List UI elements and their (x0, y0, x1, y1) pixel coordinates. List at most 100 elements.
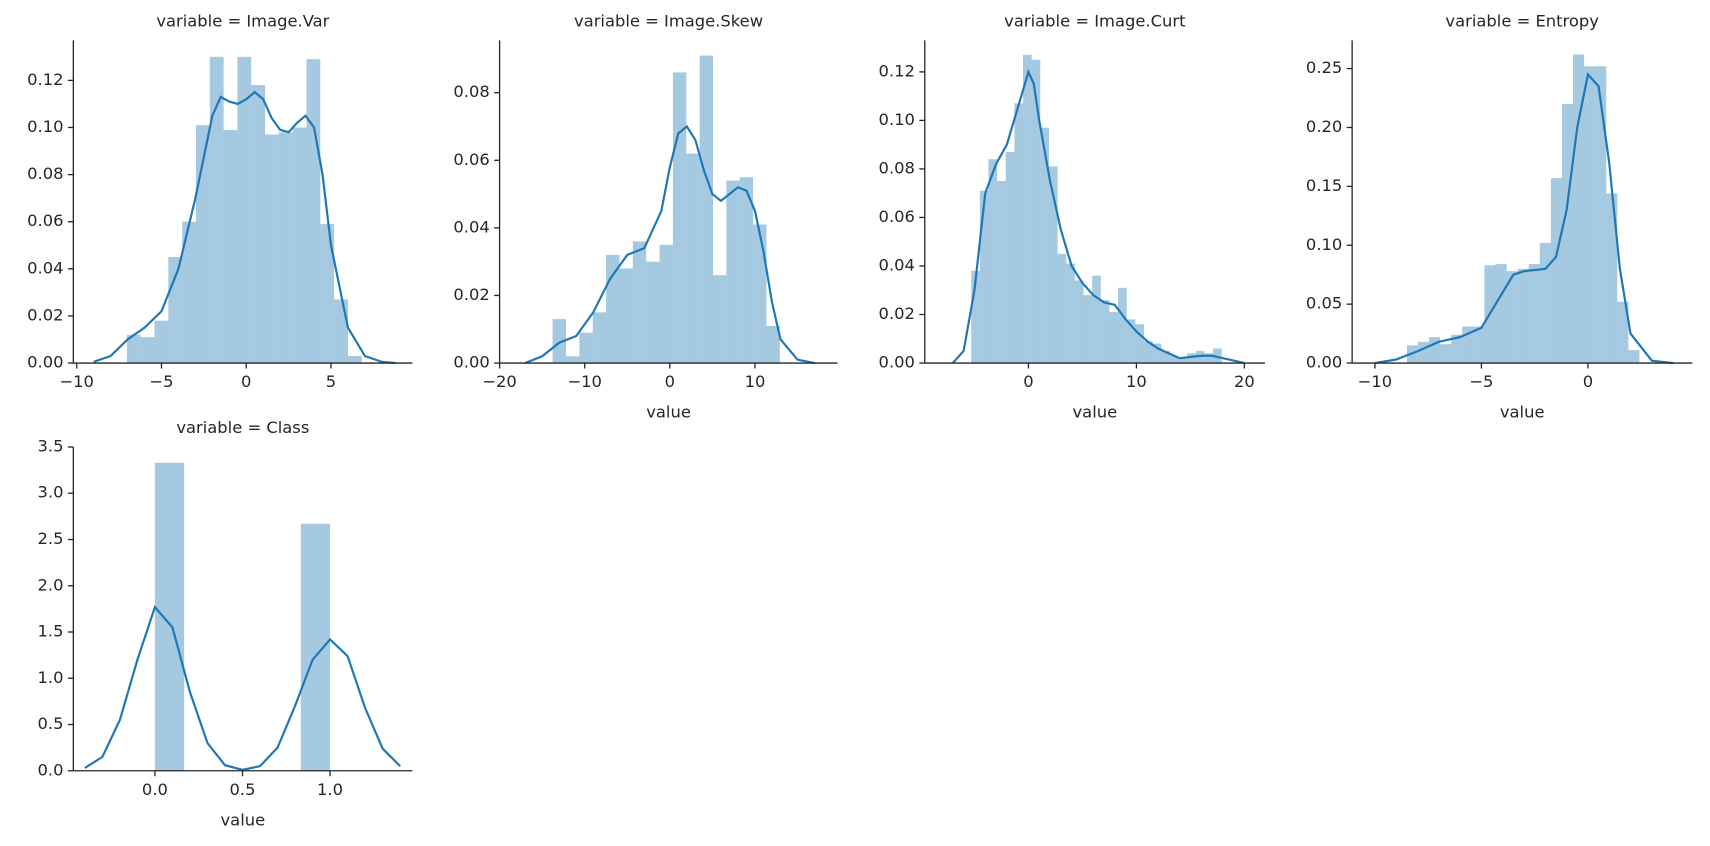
y-tick-label: 0.20 (1306, 117, 1342, 136)
histogram-bar (579, 332, 593, 364)
histogram-bar (1473, 326, 1485, 364)
y-tick-label: 0.12 (27, 70, 63, 89)
y-tick-label: 0.00 (453, 353, 489, 372)
histogram-bar (1550, 178, 1562, 364)
y-tick-label: 3.0 (38, 483, 64, 502)
y-tick-label: 0.04 (453, 217, 489, 236)
histogram-bar (1048, 166, 1058, 364)
kde-line (952, 68, 1245, 365)
histogram-bar (1495, 264, 1507, 364)
histogram-bar (739, 177, 754, 364)
histogram-bar (1506, 271, 1518, 364)
x-tick-label: 10 (1126, 372, 1147, 391)
histogram-bar (699, 55, 714, 364)
histogram-bar (1152, 343, 1162, 364)
y-tick-label: 0.00 (1306, 353, 1342, 372)
x-tick-label: −5 (149, 372, 173, 391)
histogram-bar (292, 127, 307, 364)
histogram-bar (1074, 280, 1084, 364)
histogram-bar (334, 299, 348, 364)
kde-line (1374, 72, 1674, 365)
histogram-bar (659, 244, 673, 364)
histogram-bar (223, 129, 238, 364)
histogram-bar (1100, 299, 1110, 364)
kde-line (93, 90, 396, 365)
histogram-bar (1135, 324, 1144, 364)
histogram-bar (1169, 355, 1179, 364)
histogram-bar (1539, 242, 1551, 364)
histogram-bar (646, 261, 660, 364)
histogram-bar (1031, 59, 1041, 364)
panel-title: variable = Image.Var (156, 11, 329, 30)
histogram-bar (1204, 353, 1214, 364)
histogram-bar (1528, 264, 1540, 364)
y-tick-label: 0.05 (1306, 294, 1342, 313)
x-tick-label: −10 (59, 372, 94, 391)
histogram-bar (672, 72, 687, 364)
y-tick-label: 0.0 (38, 760, 64, 779)
y-tick-label: 0.5 (38, 714, 64, 733)
y-tick-label: 0.02 (453, 285, 489, 304)
histogram-bar (1118, 287, 1127, 364)
kde-line (524, 124, 815, 365)
histogram-bar (1066, 263, 1075, 364)
histogram-bar (988, 159, 998, 364)
histogram-bar (1023, 54, 1032, 364)
histogram-bar (686, 153, 700, 364)
histogram-bar (1213, 348, 1222, 364)
histogram-bar (979, 190, 989, 364)
y-tick-label: 0.06 (27, 211, 63, 230)
histogram-bar (1178, 358, 1188, 364)
histogram-bar (726, 180, 740, 364)
histogram-bar (347, 355, 362, 364)
histogram-bar (154, 462, 185, 771)
y-tick-label: 0.08 (27, 164, 63, 183)
x-tick-label: −10 (567, 372, 602, 391)
histogram-bar (278, 132, 293, 364)
y-tick-label: 0.15 (1306, 176, 1342, 195)
x-tick-label: 0 (241, 372, 251, 391)
y-tick-label: 0.06 (879, 207, 915, 226)
histogram-bar (713, 275, 727, 364)
histogram-bar (1014, 103, 1024, 364)
y-tick-label: 1.5 (38, 622, 64, 641)
x-axis-label: value (1073, 403, 1118, 422)
x-tick-label: 10 (745, 372, 766, 391)
y-tick-label: 0.12 (879, 61, 915, 80)
panel-title: variable = Entropy (1445, 11, 1599, 30)
histogram-bar (1617, 301, 1629, 364)
histogram-bar (1584, 66, 1596, 364)
histogram-bar (1126, 319, 1136, 364)
x-axis-label: value (221, 810, 266, 829)
panel-title: variable = Image.Skew (574, 11, 763, 30)
histogram-bar (237, 56, 252, 364)
histogram-bar (1143, 341, 1153, 364)
y-tick-label: 0.06 (453, 150, 489, 169)
x-tick-label: −5 (1469, 372, 1493, 391)
histogram-bar (1561, 103, 1574, 364)
histogram-bar (126, 334, 141, 364)
histogram-bar (1462, 326, 1474, 364)
y-tick-label: 0.25 (1306, 58, 1342, 77)
histogram-bar (971, 270, 980, 364)
histogram-bar (182, 221, 196, 364)
histogram-bar (320, 224, 335, 364)
x-tick-label: 0 (1583, 372, 1593, 391)
histogram-bar (552, 319, 566, 364)
histogram-bar (1517, 268, 1529, 364)
histogram-bar (592, 312, 607, 364)
histogram-bar (565, 356, 580, 364)
y-tick-label: 0.10 (1306, 235, 1342, 254)
y-tick-label: 0.08 (453, 82, 489, 101)
y-tick-label: 0.04 (879, 255, 915, 274)
histogram-bar (1417, 341, 1430, 364)
histogram-bar (606, 254, 620, 364)
y-tick-label: 0.08 (879, 158, 915, 177)
histogram-bar (1005, 151, 1015, 364)
y-tick-label: 0.00 (27, 353, 63, 372)
histogram-bar (619, 268, 633, 364)
y-tick-label: 1.0 (38, 668, 64, 687)
histogram-bar (1083, 295, 1093, 364)
histogram-bar (1429, 337, 1441, 364)
